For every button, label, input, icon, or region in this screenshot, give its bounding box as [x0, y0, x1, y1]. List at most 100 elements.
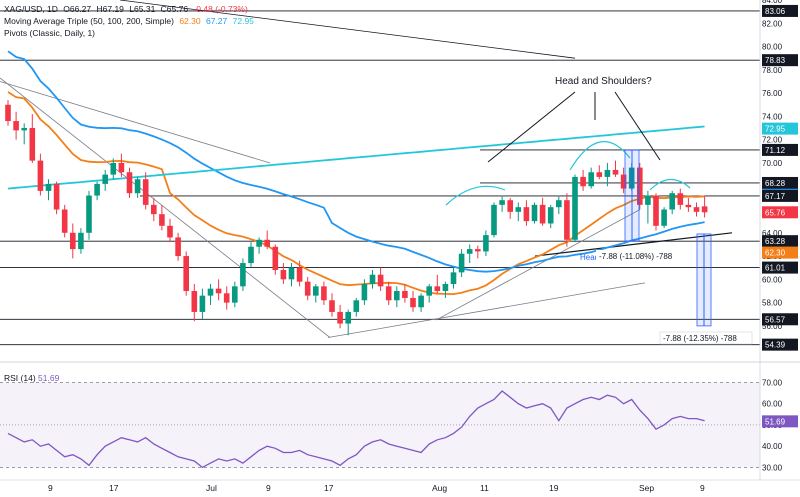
- candle-body: [385, 286, 392, 301]
- measure-big-label: -7.88 (-12.35%) -788: [663, 334, 737, 343]
- candle-body: [110, 162, 117, 175]
- candle-body: [134, 179, 141, 194]
- right-shoulder-arc: [649, 178, 691, 191]
- candle-body: [588, 172, 594, 187]
- candle-body: [677, 193, 684, 205]
- price-axis-tick: 58.00: [762, 299, 783, 308]
- candle-body: [151, 204, 157, 215]
- candle-body: [183, 256, 189, 291]
- candle-body: [645, 195, 651, 205]
- rsi-legend-value: 51.69: [38, 373, 60, 383]
- candle-body: [223, 293, 230, 303]
- x-axis-tick: 11: [480, 483, 489, 493]
- price-label: 67.17: [765, 192, 786, 201]
- hs-arrow: [614, 91, 661, 161]
- price-axis-tick: 60.00: [762, 275, 783, 284]
- price-label: 78.83: [765, 56, 786, 65]
- x-axis-tick: 9: [48, 483, 53, 493]
- open-value: O66.27: [63, 4, 92, 14]
- candle-body: [232, 286, 238, 303]
- rsi-axis-tick: 60.00: [762, 400, 783, 409]
- trendline-top: [119, 0, 576, 59]
- candle-body: [418, 295, 424, 308]
- hs-arrow: [487, 91, 576, 163]
- trendline-upper-left: [0, 81, 271, 164]
- candle-body: [620, 174, 627, 189]
- trendline-support: [327, 282, 646, 338]
- close-value: C65.76: [160, 4, 189, 14]
- candle-body: [531, 204, 538, 222]
- candle-body: [45, 183, 52, 191]
- x-axis-tick: Aug: [432, 483, 447, 493]
- ma50-value: 62.30: [179, 16, 201, 26]
- rsi-axis-tick: 40.00: [762, 442, 783, 451]
- candle-body: [564, 200, 570, 240]
- candle-body: [264, 239, 270, 247]
- rsi-axis-tick: 70.00: [762, 378, 783, 387]
- neckline: [534, 232, 733, 257]
- price-label-box: [762, 176, 798, 189]
- price-label: 65.76: [765, 208, 786, 217]
- candle-body: [175, 237, 181, 257]
- head-and-shoulders-label: Head and Shoulders?: [555, 76, 652, 87]
- symbol-label: XAG/USD, 1D: [4, 4, 58, 14]
- candle-body: [515, 207, 522, 212]
- price-label-box: [762, 143, 798, 156]
- candle-body: [78, 232, 84, 250]
- candle-body: [475, 249, 481, 252]
- candle-body: [337, 311, 343, 324]
- candle-body: [572, 176, 578, 240]
- price-label: 71.12: [765, 146, 786, 155]
- price-axis-tick: 76.00: [762, 89, 783, 98]
- candle-body: [345, 311, 351, 324]
- price-axis-tick: 70.00: [762, 159, 783, 168]
- candle-body: [434, 286, 441, 291]
- x-axis-tick: 17: [109, 483, 119, 493]
- candle-body: [272, 246, 279, 271]
- rsi-legend[interactable]: RSI (14) 51.69: [4, 373, 59, 383]
- candle-body: [361, 284, 368, 301]
- pivots-legend[interactable]: Pivots (Classic, Daily, 1): [4, 28, 95, 38]
- candle-body: [466, 249, 473, 254]
- x-axis-tick: 19: [549, 483, 559, 493]
- candle-body: [685, 204, 692, 208]
- ma-label: Moving Average Triple (50, 100, 200, Sim…: [4, 16, 174, 26]
- candle-body: [304, 281, 311, 296]
- candle-body: [280, 270, 287, 280]
- x-axis-tick: 9: [700, 483, 705, 493]
- price-axis-tick: 82.00: [762, 19, 783, 28]
- price-label-box: [762, 54, 798, 67]
- x-axis-tick: Sep: [639, 483, 654, 493]
- ma100-line: [7, 50, 705, 273]
- candle-body: [240, 263, 246, 287]
- price-label: 83.06: [765, 7, 786, 16]
- candle-body: [369, 274, 376, 284]
- ma-legend[interactable]: Moving Average Triple (50, 100, 200, Sim…: [4, 16, 254, 26]
- price-label-box: [762, 189, 798, 202]
- candle-body: [13, 121, 19, 131]
- rsi-value-box: [762, 415, 798, 428]
- trendline-rising: [435, 209, 641, 321]
- price-axis-tick: 72.00: [762, 136, 783, 145]
- candle-body: [507, 200, 513, 212]
- candle-body: [21, 128, 27, 131]
- x-axis-tick: 17: [324, 483, 334, 493]
- candle-body: [288, 267, 295, 280]
- ma200-line: [7, 125, 705, 190]
- x-axis-tick: Jul: [206, 483, 217, 493]
- measure-small-label: -7.88 (-11.08%) -788: [599, 252, 673, 261]
- price-label-box: [762, 4, 798, 17]
- candle-body: [669, 193, 675, 210]
- low-value: L65.31: [129, 4, 156, 14]
- x-axis-tick: 9: [266, 483, 271, 493]
- rsi-line: [7, 390, 705, 469]
- price-axis-tick: 56.00: [762, 322, 783, 331]
- candle-body: [653, 195, 659, 226]
- candle-body: [612, 169, 619, 175]
- candle-body: [142, 179, 149, 205]
- price-label: 56.57: [765, 315, 786, 324]
- candle-body: [256, 239, 262, 247]
- price-axis-tick: 80.00: [762, 43, 783, 52]
